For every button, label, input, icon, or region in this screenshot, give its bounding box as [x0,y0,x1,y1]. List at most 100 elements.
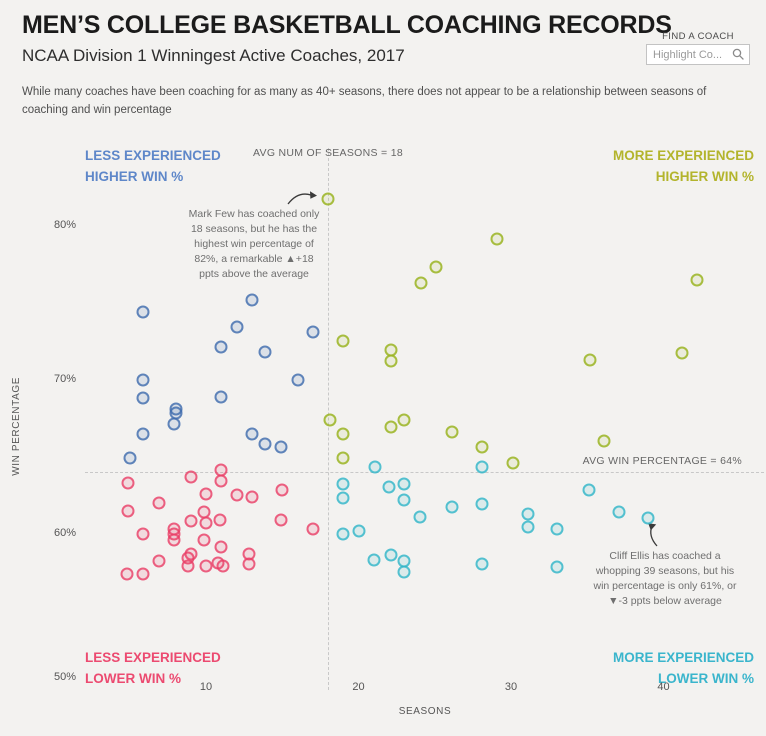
data-point[interactable] [384,548,398,562]
data-point[interactable] [214,540,228,554]
data-point[interactable] [336,427,350,440]
data-point[interactable] [445,500,459,514]
quadrant-label-line: HIGHER WIN % [655,169,754,184]
data-point[interactable] [382,480,396,494]
data-point[interactable] [230,488,243,502]
data-point[interactable] [384,354,398,368]
data-point[interactable] [521,507,535,521]
data-point[interactable] [690,273,704,286]
data-point[interactable] [136,567,150,581]
data-point[interactable] [136,427,150,440]
data-point[interactable] [258,345,272,359]
data-point[interactable] [550,560,564,574]
y-axis-title: WIN PERCENTAGE [11,377,22,476]
data-point[interactable] [397,413,411,427]
data-point[interactable] [506,456,520,470]
data-point[interactable] [612,505,626,519]
data-point[interactable] [321,192,335,206]
data-point[interactable] [213,513,227,527]
data-point[interactable] [214,390,228,404]
data-point[interactable] [167,533,181,547]
quadrant-label-line: MORE EXPERIENCED [612,650,754,665]
data-point[interactable] [413,510,426,524]
data-point[interactable] [152,496,166,510]
data-point[interactable] [583,353,597,367]
data-point[interactable] [367,553,381,567]
data-point[interactable] [306,522,320,536]
data-point[interactable] [199,487,213,501]
data-point[interactable] [368,460,382,474]
data-point[interactable] [352,524,365,538]
data-point[interactable] [214,474,228,488]
data-point[interactable] [475,440,489,454]
search-input[interactable] [647,48,732,61]
data-point[interactable] [136,305,150,319]
data-point[interactable] [323,413,337,427]
data-point[interactable] [274,513,288,527]
data-point[interactable] [245,490,259,504]
data-point[interactable] [136,391,150,405]
data-point[interactable] [475,460,489,474]
cliff-ellis-annotation: Cliff Ellis has coached a whopping 39 se… [593,550,737,607]
quadrant-label-line: LOWER WIN % [85,671,181,686]
avg-win-label: AVG WIN PERCENTAGE = 64% [582,455,742,467]
data-point[interactable] [197,533,211,547]
avg-seasons-label: AVG NUM OF SEASONS = 18 [253,147,403,159]
y-tick-label: 80% [53,218,76,231]
data-point[interactable] [675,346,689,360]
coach-search-box[interactable] [646,44,750,65]
search-icon[interactable] [732,48,745,61]
data-point[interactable] [414,276,428,290]
mark-few-arrow-icon [287,191,317,205]
data-point[interactable] [475,557,489,571]
data-point[interactable] [445,425,459,439]
data-point[interactable] [121,504,135,517]
data-point[interactable] [336,491,350,505]
x-tick-label: 40 [657,681,670,693]
data-point[interactable] [384,420,398,434]
data-point[interactable] [582,483,596,497]
data-point[interactable] [230,320,243,334]
data-point[interactable] [336,334,350,348]
data-point[interactable] [490,232,504,246]
data-point[interactable] [397,477,411,491]
data-point[interactable] [245,427,259,440]
data-point[interactable] [245,293,259,307]
data-point[interactable] [152,554,166,568]
data-point[interactable] [214,340,228,354]
data-point[interactable] [136,373,150,387]
data-point[interactable] [475,497,489,511]
data-point[interactable] [199,559,213,573]
data-point[interactable] [184,470,198,484]
data-point[interactable] [336,477,350,491]
quadrant-label-top-left: LESS EXPERIENCED HIGHER WIN % [85,145,221,187]
data-point[interactable] [258,437,272,451]
data-point[interactable] [274,440,288,454]
data-point[interactable] [521,520,535,534]
data-point[interactable] [184,514,198,528]
data-point[interactable] [123,451,137,465]
data-point[interactable] [242,557,256,571]
data-point[interactable] [429,260,443,274]
data-point[interactable] [397,493,411,507]
data-point[interactable] [199,516,213,530]
data-point[interactable] [216,559,230,573]
x-tick-label: 20 [352,681,365,693]
data-point[interactable] [641,511,655,525]
data-point[interactable] [275,483,289,497]
data-point[interactable] [136,527,150,541]
data-point[interactable] [306,325,320,339]
data-point[interactable] [336,527,350,541]
data-point[interactable] [597,434,611,448]
data-point[interactable] [550,522,564,536]
data-point[interactable] [181,559,195,573]
quadrant-label-line: LOWER WIN % [658,671,754,686]
data-point[interactable] [121,476,135,490]
y-tick-label: 60% [53,526,76,539]
data-point[interactable] [336,451,350,465]
data-point[interactable] [167,417,181,431]
data-point[interactable] [397,565,411,579]
data-point[interactable] [120,567,134,581]
data-point[interactable] [291,373,304,387]
